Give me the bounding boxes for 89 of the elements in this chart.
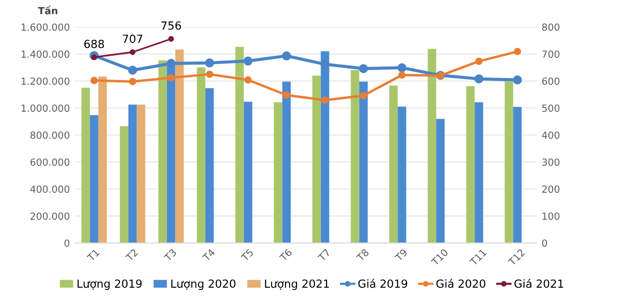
- point: [398, 71, 406, 79]
- y-tick-label: 1.400.000: [22, 50, 70, 58]
- x-tick-label: T2: [125, 248, 138, 262]
- legend-label: Giá 2021: [514, 278, 564, 288]
- bar: [513, 106, 522, 243]
- bar: [312, 76, 321, 243]
- x-tick-label: T11: [469, 248, 487, 266]
- point: [128, 78, 136, 86]
- bar: [128, 104, 137, 243]
- y-tick-label: 1.600.000: [22, 23, 70, 31]
- bar: [389, 85, 398, 243]
- x-tick-label: T6: [279, 248, 292, 262]
- data-label: 707: [122, 34, 142, 44]
- point: [397, 63, 406, 72]
- y2-tick-label: 600: [542, 77, 560, 85]
- bar: [466, 86, 475, 243]
- bar: [428, 48, 436, 243]
- bar: [90, 115, 98, 243]
- y2-tick-label: 200: [542, 185, 560, 193]
- x-tick-label: T5: [240, 248, 254, 262]
- y2-tick-label: 0: [542, 239, 548, 247]
- x-tick-label: T10: [430, 248, 448, 266]
- legend-label: Lượng 2020: [171, 279, 236, 290]
- bar: [205, 88, 214, 243]
- point: [168, 36, 174, 42]
- point: [512, 75, 522, 84]
- bar: [359, 82, 368, 243]
- bar: [136, 104, 146, 243]
- x-tick-label: T8: [356, 248, 370, 262]
- bar: [98, 76, 107, 243]
- point: [166, 58, 176, 68]
- x-tick-label: T4: [202, 248, 216, 262]
- point: [91, 54, 97, 60]
- bar: [120, 126, 128, 243]
- y-tick-label: 1.200.000: [22, 77, 70, 85]
- bar: [504, 81, 514, 243]
- y2-tick-label: 800: [542, 23, 560, 31]
- point: [320, 60, 330, 69]
- point: [244, 76, 252, 84]
- point: [128, 66, 138, 75]
- y-axis-title: Tấn: [38, 6, 58, 14]
- bar: [158, 60, 167, 243]
- point: [282, 91, 290, 99]
- point: [360, 92, 368, 100]
- bar: [274, 102, 282, 243]
- point: [358, 64, 368, 74]
- point: [321, 96, 329, 104]
- point: [514, 48, 522, 56]
- bar: [474, 102, 484, 243]
- bar: [196, 67, 206, 243]
- point: [167, 74, 175, 82]
- point: [474, 74, 484, 84]
- y2-tick-label: 100: [542, 212, 560, 220]
- point: [130, 49, 136, 55]
- bar: [175, 50, 184, 243]
- x-tick-label: T7: [318, 248, 331, 262]
- y2-tick-label: 400: [542, 131, 560, 139]
- bar: [350, 70, 360, 243]
- bar: [398, 106, 406, 243]
- legend-label: Lượng 2021: [265, 279, 329, 290]
- point: [244, 56, 253, 66]
- y2-tick-label: 300: [542, 158, 560, 166]
- x-tick-label: T9: [394, 248, 408, 262]
- y-tick-label: 400.000: [30, 185, 70, 193]
- bar: [282, 82, 291, 243]
- y-tick-label: 800.000: [30, 131, 70, 139]
- y2-tick-label: 500: [542, 104, 560, 112]
- x-tick-label: T12: [508, 248, 526, 266]
- y-tick-label: 200.000: [30, 212, 70, 220]
- y-tick-label: 0: [64, 239, 70, 247]
- bar: [244, 102, 252, 243]
- bar: [436, 118, 445, 243]
- bar: [81, 88, 90, 243]
- data-label: 688: [84, 40, 104, 48]
- point: [282, 51, 292, 60]
- x-tick-label: T1: [86, 248, 100, 262]
- legend-label: Giá 2020: [436, 278, 486, 288]
- data-label: 756: [161, 21, 181, 30]
- bar: [235, 46, 244, 243]
- point: [205, 58, 214, 68]
- legend-label: Giá 2019: [358, 278, 408, 288]
- legend-label: Lượng 2019: [78, 279, 142, 290]
- x-tick-label: T3: [164, 248, 177, 262]
- y-tick-label: 600.000: [30, 158, 70, 166]
- y2-tick-label: 700: [542, 50, 560, 58]
- point: [475, 58, 483, 65]
- point: [90, 76, 98, 84]
- point: [206, 70, 214, 78]
- y-tick-label: 1.000.000: [22, 104, 70, 112]
